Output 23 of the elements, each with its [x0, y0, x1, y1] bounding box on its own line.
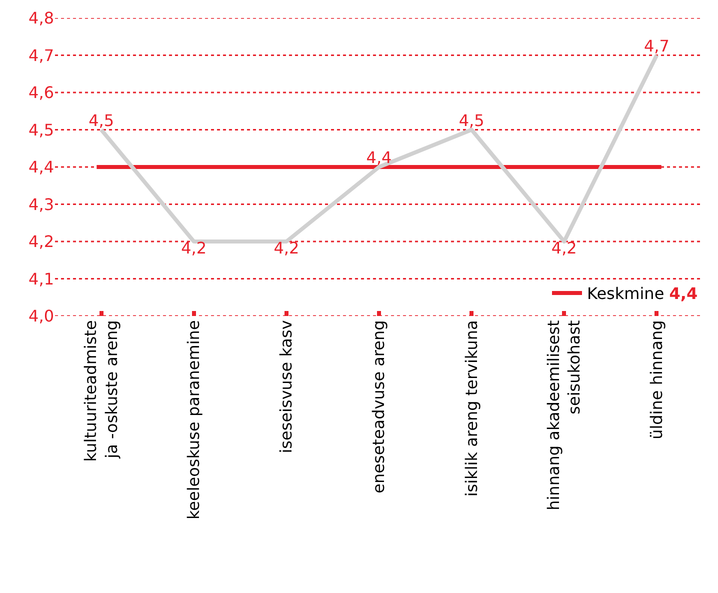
- data-label: 4,2: [181, 238, 207, 258]
- data-label: 4,7: [644, 36, 670, 56]
- y-tick-label: 4,7: [28, 46, 54, 65]
- data-label: 4,2: [551, 238, 577, 258]
- y-tick-label: 4,5: [28, 120, 54, 140]
- data-label: 4,2: [274, 238, 300, 258]
- y-tick-label: 4,0: [28, 306, 54, 326]
- x-tick-label: kultuuriteadmiste ja -oskuste areng: [81, 320, 121, 462]
- x-tick-label: eneseteadvuse areng: [369, 320, 388, 494]
- x-tick-label: üldine hinnang: [646, 320, 666, 440]
- y-tick-label: 4,6: [28, 83, 54, 102]
- y-tick-label: 4,4: [28, 158, 54, 177]
- y-tick-label: 4,2: [28, 232, 54, 252]
- y-tick-label: 4,8: [28, 8, 54, 28]
- legend-label: Keskmine 4,4: [587, 284, 698, 304]
- x-tick-label: isiklik areng tervikuna: [462, 320, 481, 497]
- data-label: 4,5: [458, 110, 484, 130]
- y-tick-label: 4,3: [28, 194, 54, 214]
- x-tick-label: iseseisvuse kasv: [276, 320, 296, 454]
- x-tick-label: keeleoskuse paranemine: [184, 320, 204, 520]
- y-tick-label: 4,1: [28, 269, 54, 288]
- data-label: 4,5: [88, 110, 114, 130]
- data-label: 4,4: [366, 148, 392, 167]
